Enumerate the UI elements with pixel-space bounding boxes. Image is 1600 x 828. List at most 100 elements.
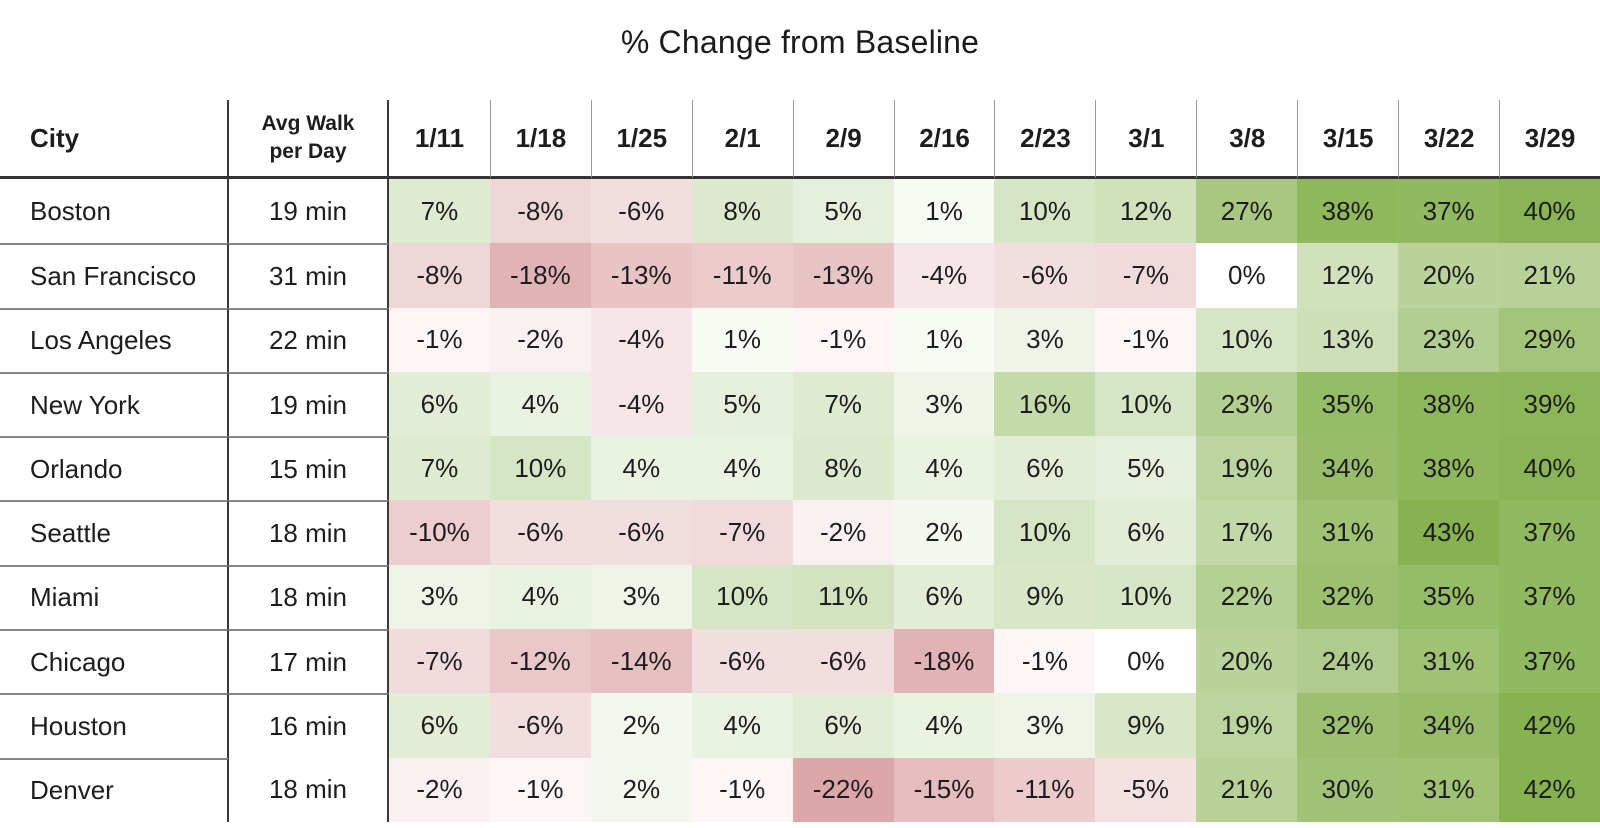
heatmap-cell: 1% bbox=[691, 307, 793, 372]
heatmap-cell: 38% bbox=[1297, 179, 1399, 244]
heatmap-cell: 31% bbox=[1398, 757, 1500, 822]
heatmap-cell: 22% bbox=[1196, 564, 1298, 630]
heatmap-cell: 35% bbox=[1398, 564, 1500, 630]
heatmap-cell: -4% bbox=[590, 307, 692, 372]
heatmap-cell: 4% bbox=[489, 564, 591, 630]
avg-walk-cell: 18 min bbox=[229, 500, 389, 565]
heatmap-cell: -1% bbox=[489, 757, 591, 822]
heatmap-cell: -2% bbox=[389, 757, 490, 822]
heatmap-cell: 6% bbox=[1095, 500, 1197, 565]
city-column-header: City bbox=[0, 100, 229, 179]
heatmap-cell: 38% bbox=[1398, 371, 1500, 437]
heatmap-cell: 4% bbox=[893, 436, 995, 501]
date-header: 2/9 bbox=[792, 100, 894, 179]
heatmap-cell: 27% bbox=[1196, 179, 1298, 244]
heatmap-cell: 6% bbox=[389, 693, 490, 758]
date-header: 3/22 bbox=[1398, 100, 1500, 179]
heatmap-cell: 37% bbox=[1499, 500, 1600, 565]
heatmap-cell: 39% bbox=[1499, 371, 1600, 437]
avg-header-line1: Avg Walk bbox=[261, 111, 355, 135]
heatmap-cell: -22% bbox=[792, 757, 894, 822]
heatmap-cell: 6% bbox=[389, 371, 490, 437]
heatmap-cell: 11% bbox=[792, 564, 894, 630]
date-header: 2/23 bbox=[994, 100, 1096, 179]
heatmap-cell: 6% bbox=[994, 436, 1096, 501]
date-header: 3/8 bbox=[1196, 100, 1298, 179]
heatmap-cell: -1% bbox=[994, 629, 1096, 694]
heatmap-cell: 32% bbox=[1297, 693, 1399, 758]
avg-walk-cell: 16 min bbox=[229, 693, 389, 758]
heatmap-cell: -2% bbox=[489, 307, 591, 372]
date-header: 3/29 bbox=[1499, 100, 1600, 179]
city-cell: Orlando bbox=[0, 436, 229, 501]
heatmap-cell: 37% bbox=[1499, 629, 1600, 694]
heatmap-cell: 1% bbox=[893, 307, 995, 372]
heatmap-cell: 4% bbox=[691, 693, 793, 758]
heatmap-cell: 7% bbox=[389, 436, 490, 501]
heatmap-cell: 20% bbox=[1398, 243, 1500, 308]
heatmap-cell: -4% bbox=[590, 371, 692, 437]
heatmap-cell: 10% bbox=[1095, 564, 1197, 630]
heatmap-cell: -6% bbox=[590, 500, 692, 565]
heatmap-cell: 10% bbox=[691, 564, 793, 630]
heatmap-cell: 9% bbox=[1095, 693, 1197, 758]
heatmap-cell: -6% bbox=[489, 500, 591, 565]
heatmap-cell: 2% bbox=[590, 757, 692, 822]
heatmap-cell: 32% bbox=[1297, 564, 1399, 630]
date-header: 2/1 bbox=[691, 100, 793, 179]
heatmap-cell: 23% bbox=[1398, 307, 1500, 372]
heatmap-cell: -6% bbox=[691, 629, 793, 694]
heatmap-cell: 10% bbox=[1196, 307, 1298, 372]
heatmap-cell: 2% bbox=[893, 500, 995, 565]
heatmap-cell: 4% bbox=[691, 436, 793, 501]
heatmap-cell: 1% bbox=[893, 179, 995, 244]
heatmap-cell: 37% bbox=[1398, 179, 1500, 244]
date-header: 3/1 bbox=[1095, 100, 1197, 179]
heatmap-cell: 4% bbox=[489, 371, 591, 437]
avg-walk-cell: 15 min bbox=[229, 436, 389, 501]
heatmap-cell: -11% bbox=[691, 243, 793, 308]
heatmap-cell: 40% bbox=[1499, 179, 1600, 244]
heatmap-cell: 6% bbox=[893, 564, 995, 630]
heatmap-cell: 38% bbox=[1398, 436, 1500, 501]
heatmap-cell: -4% bbox=[893, 243, 995, 308]
heatmap-cell: -11% bbox=[994, 757, 1096, 822]
heatmap-cell: 0% bbox=[1095, 629, 1197, 694]
heatmap-cell: -7% bbox=[1095, 243, 1197, 308]
heatmap-cell: 3% bbox=[994, 307, 1096, 372]
heatmap-cell: 37% bbox=[1499, 564, 1600, 630]
avg-header-line2: per Day bbox=[269, 140, 347, 163]
heatmap-cell: 3% bbox=[893, 371, 995, 437]
heatmap-cell: -15% bbox=[893, 757, 995, 822]
heatmap-cell: -18% bbox=[489, 243, 591, 308]
avg-walk-cell: 17 min bbox=[229, 629, 389, 694]
heatmap-cell: 3% bbox=[590, 564, 692, 630]
city-cell: Houston bbox=[0, 693, 229, 758]
heatmap-cell: 0% bbox=[1196, 243, 1298, 308]
heatmap-cell: 13% bbox=[1297, 307, 1399, 372]
heatmap-cell: 34% bbox=[1297, 436, 1399, 501]
heatmap-cell: 35% bbox=[1297, 371, 1399, 437]
heatmap-cell: 29% bbox=[1499, 307, 1600, 372]
heatmap-cell: -10% bbox=[389, 500, 490, 565]
city-cell: Boston bbox=[0, 179, 229, 244]
heatmap-cell: 8% bbox=[691, 179, 793, 244]
heatmap-table: City Avg Walk per Day 1/11 1/18 1/25 2/1 2/9 2/1… bbox=[0, 100, 1600, 822]
heatmap-cell: 17% bbox=[1196, 500, 1298, 565]
heatmap-cell: 5% bbox=[1095, 436, 1197, 501]
heatmap-cell: 31% bbox=[1398, 629, 1500, 694]
heatmap-cell: 19% bbox=[1196, 693, 1298, 758]
heatmap-cell: -7% bbox=[691, 500, 793, 565]
heatmap-cell: 4% bbox=[893, 693, 995, 758]
city-cell: Miami bbox=[0, 564, 229, 630]
heatmap-cell: -1% bbox=[691, 757, 793, 822]
heatmap-cell: 3% bbox=[994, 693, 1096, 758]
heatmap-cell: -18% bbox=[893, 629, 995, 694]
date-header: 2/16 bbox=[893, 100, 995, 179]
heatmap-cell: -6% bbox=[792, 629, 894, 694]
heatmap-cell: -6% bbox=[590, 179, 692, 244]
city-cell: San Francisco bbox=[0, 243, 229, 308]
avg-walk-cell: 19 min bbox=[229, 371, 389, 437]
heatmap-cell: 10% bbox=[489, 436, 591, 501]
